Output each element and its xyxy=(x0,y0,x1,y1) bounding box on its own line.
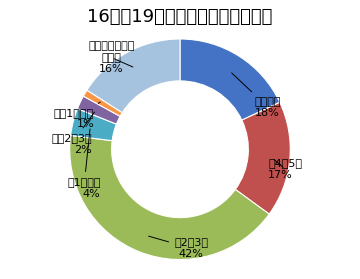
Text: 月に2～3回
2%: 月に2～3回 2% xyxy=(51,112,95,155)
Wedge shape xyxy=(84,90,122,116)
Wedge shape xyxy=(77,96,120,124)
Text: 週4～5回
17%: 週4～5回 17% xyxy=(268,158,302,180)
Text: ほぼ毎日
18%: ほぼ毎日 18% xyxy=(231,73,282,118)
Text: 月に1回以下
1%: 月に1回以下 1% xyxy=(54,102,100,129)
Title: 16歳～19歳女性のオナニーの頻度: 16歳～19歳女性のオナニーの頻度 xyxy=(87,8,273,27)
Text: 週1回程度
4%: 週1回程度 4% xyxy=(67,129,100,199)
Wedge shape xyxy=(71,109,116,141)
Wedge shape xyxy=(235,102,290,214)
Wedge shape xyxy=(180,39,280,120)
Wedge shape xyxy=(70,135,269,259)
Text: 週2～3回
42%: 週2～3回 42% xyxy=(149,236,208,259)
Wedge shape xyxy=(87,39,180,113)
Text: 答えたくない・
無回答
16%: 答えたくない・ 無回答 16% xyxy=(89,41,135,74)
